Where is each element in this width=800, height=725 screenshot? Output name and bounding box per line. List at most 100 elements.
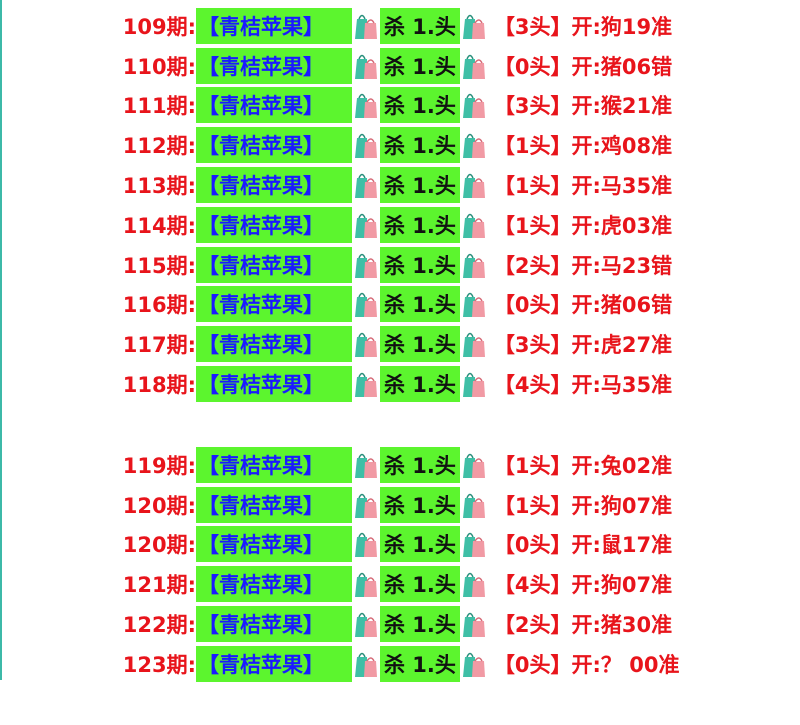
bag-svg [462,14,485,39]
bag-svg [462,453,485,478]
period: 119期: [122,453,196,478]
period: 113期: [122,174,196,199]
tag: 【青桔苹果】 [196,486,352,523]
period: 123期: [122,652,196,677]
row: 110期: 【青桔苹果】杀 1.头 【0头】开:猪06错 [0,46,800,86]
result: 【3头】开:狗19准 [493,14,673,39]
tag: 【青桔苹果】 [196,326,352,363]
bag-icon [353,11,379,41]
bag-svg [462,293,485,318]
bag-icon [353,369,379,399]
bag-svg [355,533,377,558]
bag-icon [461,329,487,359]
bag-icon [461,369,487,399]
period: 116期: [122,293,196,318]
bag-icon [461,649,487,679]
tag: 【青桔苹果】 [196,526,352,563]
bag-svg [355,293,377,318]
bag-svg [355,652,377,677]
bag-icon [353,250,379,280]
result: 【1头】开:鸡08准 [493,134,673,159]
bag-icon [461,450,487,480]
tag: 【青桔苹果】 [196,246,352,283]
row: 111期: 【青桔苹果】杀 1.头 【3头】开:猴21准 [0,86,800,126]
kill: 杀 1.头 [380,7,460,44]
tag: 【青桔苹果】 [196,645,352,682]
bag-svg [462,54,485,79]
bag-svg [462,94,485,119]
bag-icon [461,210,487,240]
row: 116期: 【青桔苹果】杀 1.头 【0头】开:猪06错 [0,285,800,325]
bag-svg [355,333,377,358]
period: 111期: [122,94,196,119]
bag-svg [462,134,485,159]
kill: 杀 1.头 [380,366,460,403]
result: 【3头】开:猴21准 [493,94,673,119]
kill: 杀 1.头 [380,127,460,164]
bag-icon [353,329,379,359]
list: 109期: 【青桔苹果】杀 1.头 【3头】开:狗19准 110期: 【青桔苹果】杀 1… [0,6,800,725]
kill: 杀 1.头 [380,486,460,523]
result: 【2头】开:猪30准 [493,613,673,638]
row: 112期: 【青桔苹果】杀 1.头 【1头】开:鸡08准 [0,125,800,165]
tag: 【青桔苹果】 [196,7,352,44]
bag-icon [461,130,487,160]
row: 113期: 【青桔苹果】杀 1.头 【1头】开:马35准 [0,165,800,205]
kill: 杀 1.头 [380,286,460,323]
bag-icon [353,649,379,679]
row: 114期: 【青桔苹果】杀 1.头 【1头】开:虎03准 [0,205,800,245]
bag-icon [461,90,487,120]
bag-icon [461,250,487,280]
bag-svg [462,573,485,598]
bag-icon [461,569,487,599]
kill: 杀 1.头 [380,167,460,204]
bag-svg [462,612,485,638]
result: 【0头】开:？ 00准 [493,652,680,677]
bag-svg [355,14,377,39]
kill: 杀 1.头 [380,246,460,283]
tag: 【青桔苹果】 [196,446,352,483]
bag-icon [353,609,379,639]
row: 119期: 【青桔苹果】杀 1.头 【1头】开:兔02准 [0,445,800,485]
row: 120期: 【青桔苹果】杀 1.头 【0头】开:鼠17准 [0,525,800,565]
period: 118期: [122,373,196,398]
bag-svg [462,333,485,358]
bag-svg [355,134,377,159]
bag-icon [461,11,487,41]
bag-icon [461,529,487,559]
row: 121期: 【青桔苹果】杀 1.头 【4头】开:狗07准 [0,564,800,604]
kill: 杀 1.头 [380,47,460,84]
result: 【4头】开:狗07准 [493,573,673,598]
bag-icon [353,289,379,319]
row: 117期: 【青桔苹果】杀 1.头 【3头】开:虎27准 [0,324,800,364]
left-border [0,0,2,680]
bag-svg [355,253,377,278]
result: 【3头】开:虎27准 [493,333,673,358]
tag: 【青桔苹果】 [196,167,352,204]
bag-svg [355,612,377,638]
bag-icon [353,170,379,200]
tag: 【青桔苹果】 [196,606,352,643]
kill: 杀 1.头 [380,566,460,603]
bag-svg [462,253,485,278]
result: 【2头】开:马23错 [493,253,673,278]
bag-svg [355,453,377,478]
period: 115期: [122,253,196,278]
kill: 杀 1.头 [380,606,460,643]
period: 114期: [122,213,196,238]
bag-icon [461,609,487,639]
bag-icon [353,529,379,559]
tag: 【青桔苹果】 [196,206,352,243]
result: 【0头】开:猪06错 [493,293,673,318]
period: 109期: [122,14,196,39]
row: 115期: 【青桔苹果】杀 1.头 【2头】开:马23错 [0,245,800,285]
period: 110期: [122,54,196,79]
bag-icon [353,450,379,480]
result: 【4头】开:马35准 [493,373,673,398]
row: 109期: 【青桔苹果】杀 1.头 【3头】开:狗19准 [0,6,800,46]
bag-svg [462,493,485,518]
row: 120期: 【青桔苹果】杀 1.头 【1头】开:狗07准 [0,485,800,525]
bag-icon [461,51,487,81]
kill: 杀 1.头 [380,446,460,483]
tag: 【青桔苹果】 [196,47,352,84]
